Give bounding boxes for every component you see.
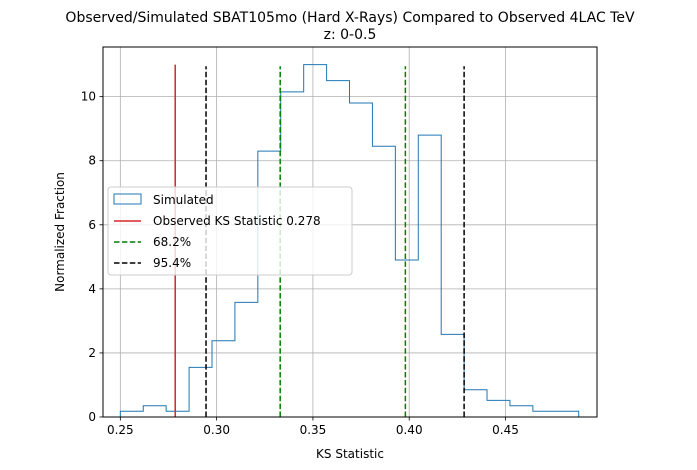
x-tick-label: 0.30 [203, 423, 230, 437]
histogram-bin [143, 406, 166, 417]
histogram-bin [418, 135, 441, 417]
histogram-bin [189, 367, 212, 417]
y-axis-label: Normalized Fraction [53, 172, 67, 292]
histogram-bin [120, 411, 143, 417]
chart-subtitle: z: 0-0.5 [324, 27, 377, 43]
x-tick-label: 0.45 [492, 423, 519, 437]
histogram-bin [212, 341, 235, 417]
x-axis-label: KS Statistic [316, 447, 384, 461]
x-tick-label: 0.25 [107, 423, 134, 437]
y-tick-label: 2 [88, 346, 96, 360]
legend-swatch-simulated [113, 193, 142, 205]
x-tick-label: 0.40 [396, 423, 423, 437]
histogram-bin [464, 390, 487, 417]
histogram-bin [510, 406, 533, 417]
histogram-bin [235, 302, 258, 417]
y-tick-label: 10 [81, 90, 96, 104]
legend-label-95: 95.4% [153, 256, 191, 270]
histogram-bin [372, 146, 395, 417]
x-ticks: 0.25 0.30 0.35 0.40 0.45 [107, 417, 519, 437]
histogram-bin [441, 334, 464, 417]
histogram-bin [487, 400, 510, 417]
legend: Simulated Observed KS Statistic 0.278 68… [107, 186, 353, 276]
histogram [119, 64, 580, 417]
chart-title: Observed/Simulated SBAT105mo (Hard X-Ray… [65, 10, 635, 26]
y-tick-label: 8 [88, 154, 96, 168]
legend-label-68: 68.2% [153, 235, 191, 249]
y-tick-label: 0 [88, 410, 96, 424]
legend-box [107, 186, 353, 276]
histogram-bin [395, 260, 418, 417]
plot-frame [102, 46, 598, 418]
histogram-bin [556, 411, 579, 417]
histogram-bin [350, 103, 373, 417]
y-tick-label: 6 [88, 218, 96, 232]
y-ticks: 0 2 4 6 8 10 [81, 90, 103, 424]
legend-label-observed: Observed KS Statistic 0.278 [153, 214, 321, 228]
x-tick-label: 0.35 [300, 423, 327, 437]
histogram-outline [119, 64, 580, 417]
y-tick-label: 4 [88, 282, 96, 296]
histogram-bin [533, 411, 556, 417]
histogram-bin [166, 411, 189, 417]
legend-label-simulated: Simulated [153, 193, 214, 207]
